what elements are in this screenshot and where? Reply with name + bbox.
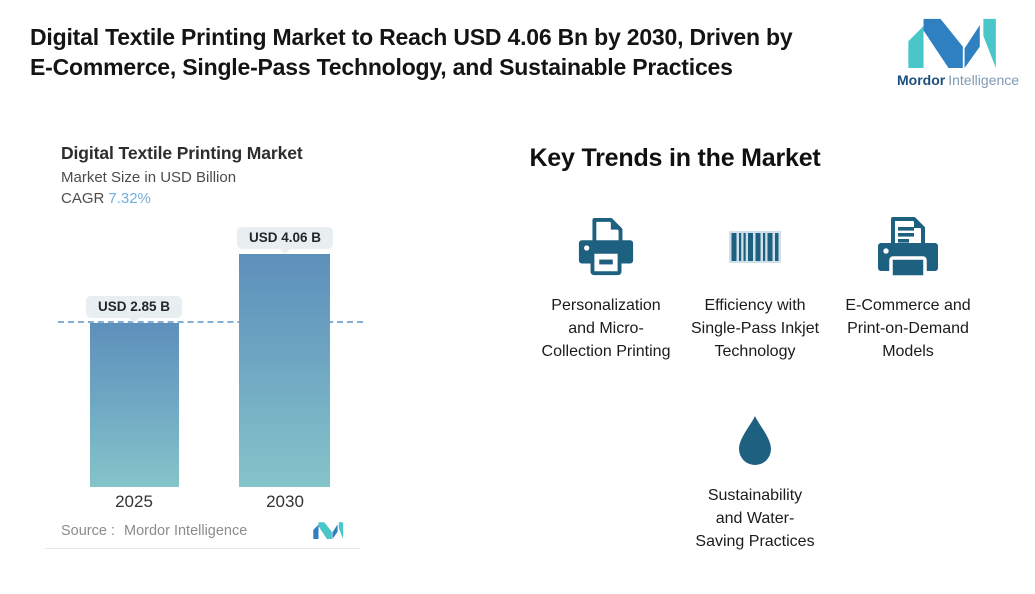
trend-item-personalization: Personalization and Micro-Collection Pri… [541,212,671,363]
chart-cagr: CAGR 7.32% [61,190,344,207]
chart-subtitle: Market Size in USD Billion [61,169,237,186]
mordor-intelligence-logo-icon [908,18,996,68]
cagr-value: 7.32% [108,190,151,207]
trend-label: E-Commerce and Print-on-Demand Models [845,297,971,360]
bar-2030 [239,254,330,487]
mordor-intelligence-logo-icon-small [313,522,344,539]
page-title: Digital Textile Printing Market to Reach… [30,22,880,82]
x-tick-2030: 2030 [266,492,304,511]
source-label: Source : [61,522,115,539]
market-size-chart-card: Digital Textile Printing Market Market S… [45,128,363,549]
cagr-label: CAGR [61,190,105,207]
logo-brand-bold: Mordor [897,72,946,88]
logo-brand-light: Intelligence [948,72,1020,88]
source-value: Mordor Intelligence [124,522,248,539]
trend-label: Sustainability and Water-Saving Practice… [695,487,815,550]
logo-wordmark: Mordor Intelligence [897,72,1019,88]
printer-document-icon [843,212,973,282]
trends-heading: Key Trends in the Market [529,144,821,172]
trend-item-sustainability: Sustainability and Water-Saving Practice… [695,412,815,553]
trend-item-ecommerce: E-Commerce and Print-on-Demand Models [843,212,973,363]
reference-line [58,321,363,324]
mordor-intelligence-logo: Mordor Intelligence [897,18,1019,88]
water-drop-icon [695,412,815,472]
value-label-2025: USD 2.85 B [85,296,183,319]
page-title-line2: E-Commerce, Single-Pass Technology, and … [30,54,733,80]
trend-label: Personalization and Micro-Collection Pri… [541,297,671,360]
bar-chart: USD 2.85 B USD 4.06 B 2025 2030 [58,218,363,511]
chart-title: Digital Textile Printing Market [61,143,303,163]
printer-icon [541,212,671,282]
page-title-line1: Digital Textile Printing Market to Reach… [30,24,793,50]
value-label-2030: USD 4.06 B [236,227,334,249]
trend-item-single-pass: Efficiency with Single-Pass Inkjet Techn… [690,212,820,363]
bar-2025 [90,323,179,487]
trend-label: Efficiency with Single-Pass Inkjet Techn… [690,297,820,360]
barcode-icon [690,212,820,282]
x-tick-2025: 2025 [115,492,153,511]
chart-source-row: Source : Mordor Intelligence [61,522,344,539]
